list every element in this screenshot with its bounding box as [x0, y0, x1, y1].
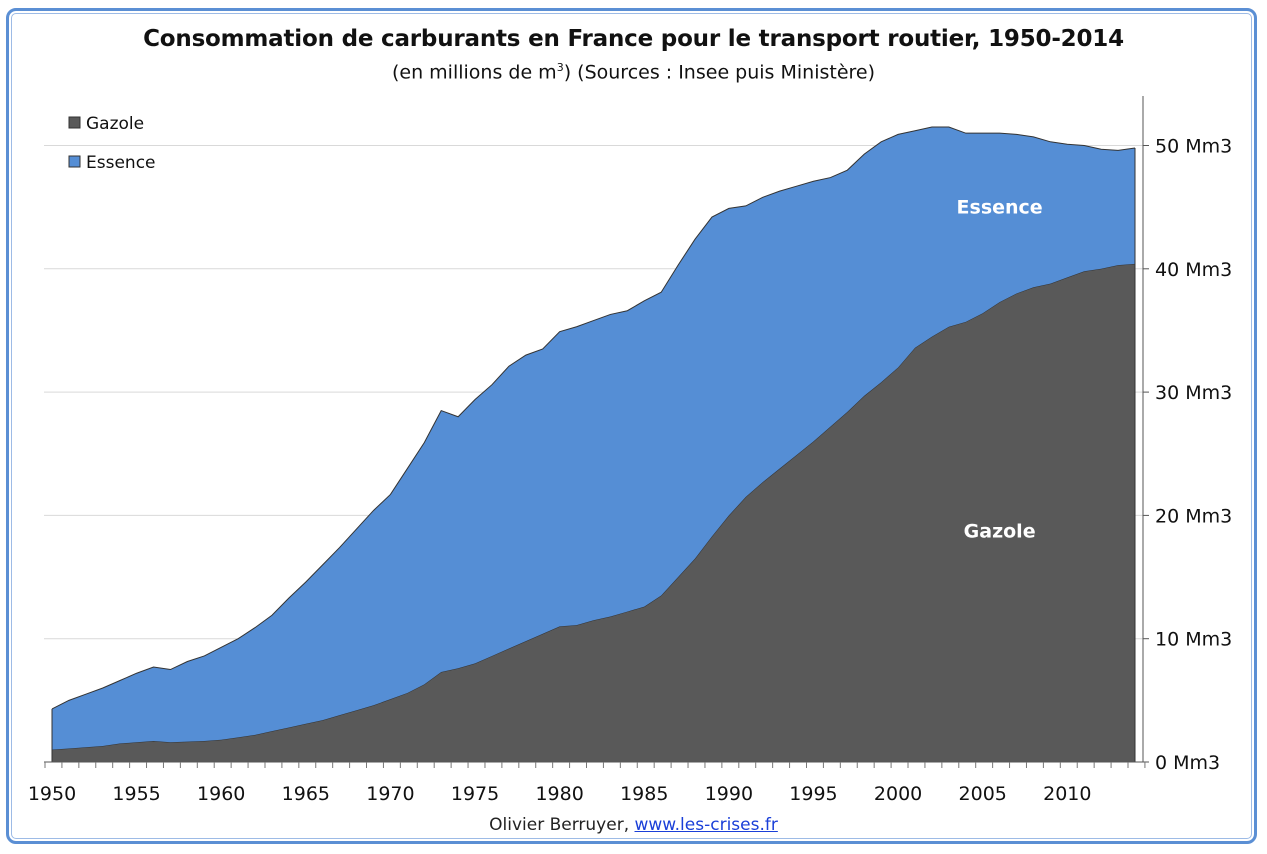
y-tick-label: 40 Mm3 — [1155, 259, 1232, 281]
legend-label-essence: Essence — [86, 153, 156, 173]
y-tick-label: 30 Mm3 — [1155, 382, 1232, 404]
legend-swatch-gazole — [68, 116, 81, 129]
area-label-gazole: Gazole — [964, 521, 1036, 543]
subtitle-sources: ) (Sources : Insee puis Ministère) — [563, 61, 876, 84]
area-label-essence: Essence — [957, 196, 1043, 218]
axes: 0 Mm3 10 Mm3 20 Mm3 30 Mm3 40 Mm3 50 Mm3 1950 1… — [28, 96, 1232, 805]
chart-frame — [6, 8, 1257, 844]
x-tick-label: 1985 — [620, 783, 668, 805]
x-tick-label: 1970 — [366, 783, 414, 805]
x-tick-label: 1960 — [197, 783, 245, 805]
chart-areas — [51, 126, 1136, 762]
credit-link[interactable]: www.les-crises.fr — [634, 815, 778, 835]
credit: Olivier Berruyer, www.les-crises.fr — [0, 815, 1267, 835]
x-tick-label: 2005 — [959, 783, 1007, 805]
y-tick-label: 10 Mm3 — [1155, 629, 1232, 651]
x-tick-label: 2010 — [1043, 783, 1091, 805]
x-tick-label: 1995 — [789, 783, 837, 805]
x-tick-label: 1965 — [282, 783, 330, 805]
legend: Gazole Essence — [68, 114, 156, 173]
legend-label-gazole: Gazole — [86, 114, 144, 134]
area-gazole — [52, 263, 1135, 762]
y-tick-label: 20 Mm3 — [1155, 505, 1232, 527]
x-tick-label: 1975 — [451, 783, 499, 805]
x-tick-label: 1980 — [535, 783, 583, 805]
subtitle-exponent: 3 — [556, 61, 564, 74]
legend-swatch-essence — [68, 155, 81, 168]
chart-subtitle: (en millions de m3) (Sources : Insee pui… — [0, 61, 1267, 83]
area-labels: Essence Gazole — [957, 196, 1043, 542]
x-tick-label: 1950 — [28, 783, 76, 805]
y-tick-label: 50 Mm3 — [1155, 136, 1232, 158]
chart-title: Consommation de carburants en France pou… — [143, 26, 1124, 52]
x-tick-label: 1955 — [112, 783, 160, 805]
x-tick-label: 1990 — [705, 783, 753, 805]
area-outline-essence — [51, 126, 1136, 710]
credit-author: Olivier Berruyer, — [489, 815, 630, 835]
y-tick-label: 0 Mm3 — [1155, 752, 1220, 774]
area-essence — [52, 127, 1135, 750]
subtitle-text: (en millions de m — [391, 61, 557, 84]
x-tick-label: 2000 — [874, 783, 922, 805]
